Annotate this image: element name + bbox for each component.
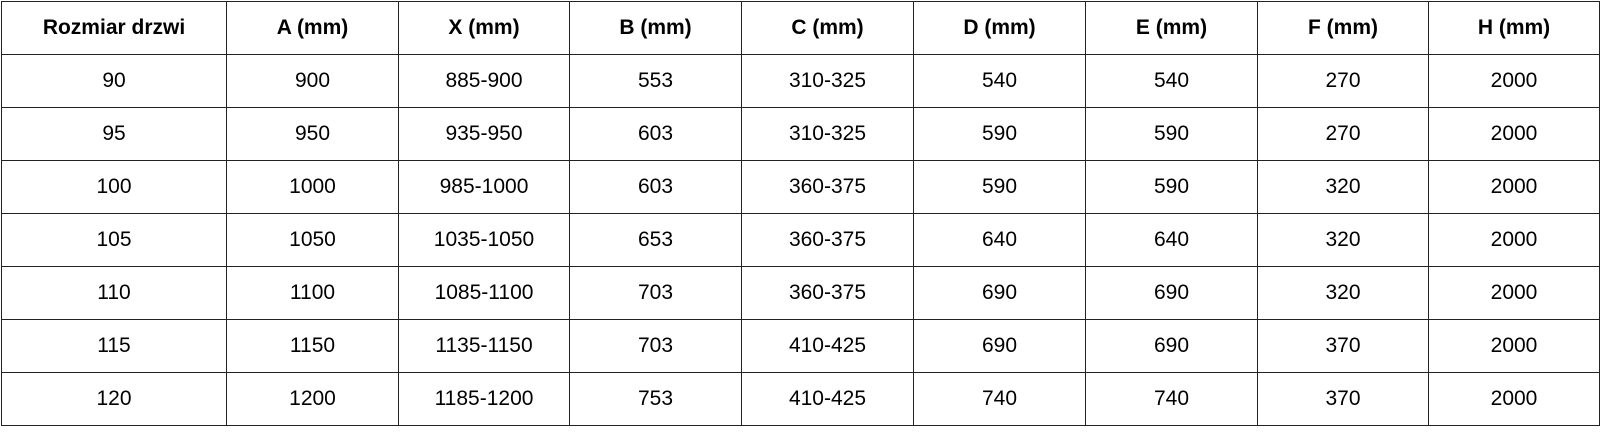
table-cell: 653: [569, 213, 742, 267]
table-cell: 1135-1150: [398, 319, 570, 373]
column-header: D (mm): [913, 1, 1086, 55]
header-row: Rozmiar drzwi A (mm) X (mm) B (mm) C (mm) D (…: [1, 1, 1600, 55]
table-row: 95 950 935-950 603 310-325 590 590 270 2000: [1, 107, 1600, 161]
table-cell: 100: [1, 160, 227, 214]
table-cell: 120: [1, 372, 227, 426]
table-row: 90 900 885-900 553 310-325 540 540 270 2000: [1, 54, 1600, 108]
table-cell: 540: [1085, 54, 1258, 108]
table-row: 115 1150 1135-1150 703 410-425 690 690 370 2000: [1, 319, 1600, 373]
table-cell: 590: [913, 160, 1086, 214]
table-cell: 753: [569, 372, 742, 426]
table-cell: 2000: [1428, 54, 1600, 108]
table-row: 105 1050 1035-1050 653 360-375 640 640 320 2000: [1, 213, 1600, 267]
table-cell: 2000: [1428, 266, 1600, 320]
table-cell: 603: [569, 107, 742, 161]
column-header: C (mm): [741, 1, 914, 55]
table-cell: 1050: [226, 213, 399, 267]
table-cell: 105: [1, 213, 227, 267]
table-cell: 740: [913, 372, 1086, 426]
column-header: F (mm): [1257, 1, 1429, 55]
table-cell: 360-375: [741, 266, 914, 320]
table-cell: 410-425: [741, 372, 914, 426]
table-cell: 110: [1, 266, 227, 320]
table-cell: 95: [1, 107, 227, 161]
table-row: 120 1200 1185-1200 753 410-425 740 740 370 2000: [1, 372, 1600, 426]
table-cell: 985-1000: [398, 160, 570, 214]
column-header: E (mm): [1085, 1, 1258, 55]
table-cell: 90: [1, 54, 227, 108]
table-cell: 2000: [1428, 160, 1600, 214]
table-row: 110 1100 1085-1100 703 360-375 690 690 320 2000: [1, 266, 1600, 320]
table-cell: 370: [1257, 319, 1429, 373]
column-header: X (mm): [398, 1, 570, 55]
table-cell: 1200: [226, 372, 399, 426]
table-cell: 270: [1257, 107, 1429, 161]
table-cell: 370: [1257, 372, 1429, 426]
table-cell: 690: [1085, 319, 1258, 373]
table-cell: 1150: [226, 319, 399, 373]
table-cell: 320: [1257, 213, 1429, 267]
table-cell: 703: [569, 266, 742, 320]
table-cell: 320: [1257, 266, 1429, 320]
table-cell: 1000: [226, 160, 399, 214]
table-cell: 270: [1257, 54, 1429, 108]
table-cell: 360-375: [741, 213, 914, 267]
table-cell: 1185-1200: [398, 372, 570, 426]
dimensions-table: Rozmiar drzwi A (mm) X (mm) B (mm) C (mm) D (…: [1, 1, 1600, 426]
column-header: B (mm): [569, 1, 742, 55]
table-cell: 540: [913, 54, 1086, 108]
table-cell: 310-325: [741, 107, 914, 161]
table-cell: 2000: [1428, 213, 1600, 267]
table-cell: 410-425: [741, 319, 914, 373]
table-cell: 950: [226, 107, 399, 161]
table-cell: 590: [1085, 107, 1258, 161]
table-cell: 640: [913, 213, 1086, 267]
table-cell: 900: [226, 54, 399, 108]
column-header: H (mm): [1428, 1, 1600, 55]
table-cell: 690: [913, 266, 1086, 320]
column-header: Rozmiar drzwi: [1, 1, 227, 55]
table-cell: 590: [1085, 160, 1258, 214]
table-cell: 590: [913, 107, 1086, 161]
table-cell: 115: [1, 319, 227, 373]
table-cell: 1085-1100: [398, 266, 570, 320]
table-cell: 553: [569, 54, 742, 108]
table-cell: 2000: [1428, 319, 1600, 373]
table-row: 100 1000 985-1000 603 360-375 590 590 320 2000: [1, 160, 1600, 214]
table-cell: 603: [569, 160, 742, 214]
table-cell: 360-375: [741, 160, 914, 214]
table-cell: 703: [569, 319, 742, 373]
column-header: A (mm): [226, 1, 399, 55]
table-cell: 885-900: [398, 54, 570, 108]
table-cell: 320: [1257, 160, 1429, 214]
table-cell: 690: [1085, 266, 1258, 320]
table-cell: 690: [913, 319, 1086, 373]
table-cell: 1035-1050: [398, 213, 570, 267]
table-cell: 740: [1085, 372, 1258, 426]
table-cell: 935-950: [398, 107, 570, 161]
table-cell: 2000: [1428, 372, 1600, 426]
table-cell: 640: [1085, 213, 1258, 267]
table-cell: 310-325: [741, 54, 914, 108]
table-cell: 1100: [226, 266, 399, 320]
table-cell: 2000: [1428, 107, 1600, 161]
